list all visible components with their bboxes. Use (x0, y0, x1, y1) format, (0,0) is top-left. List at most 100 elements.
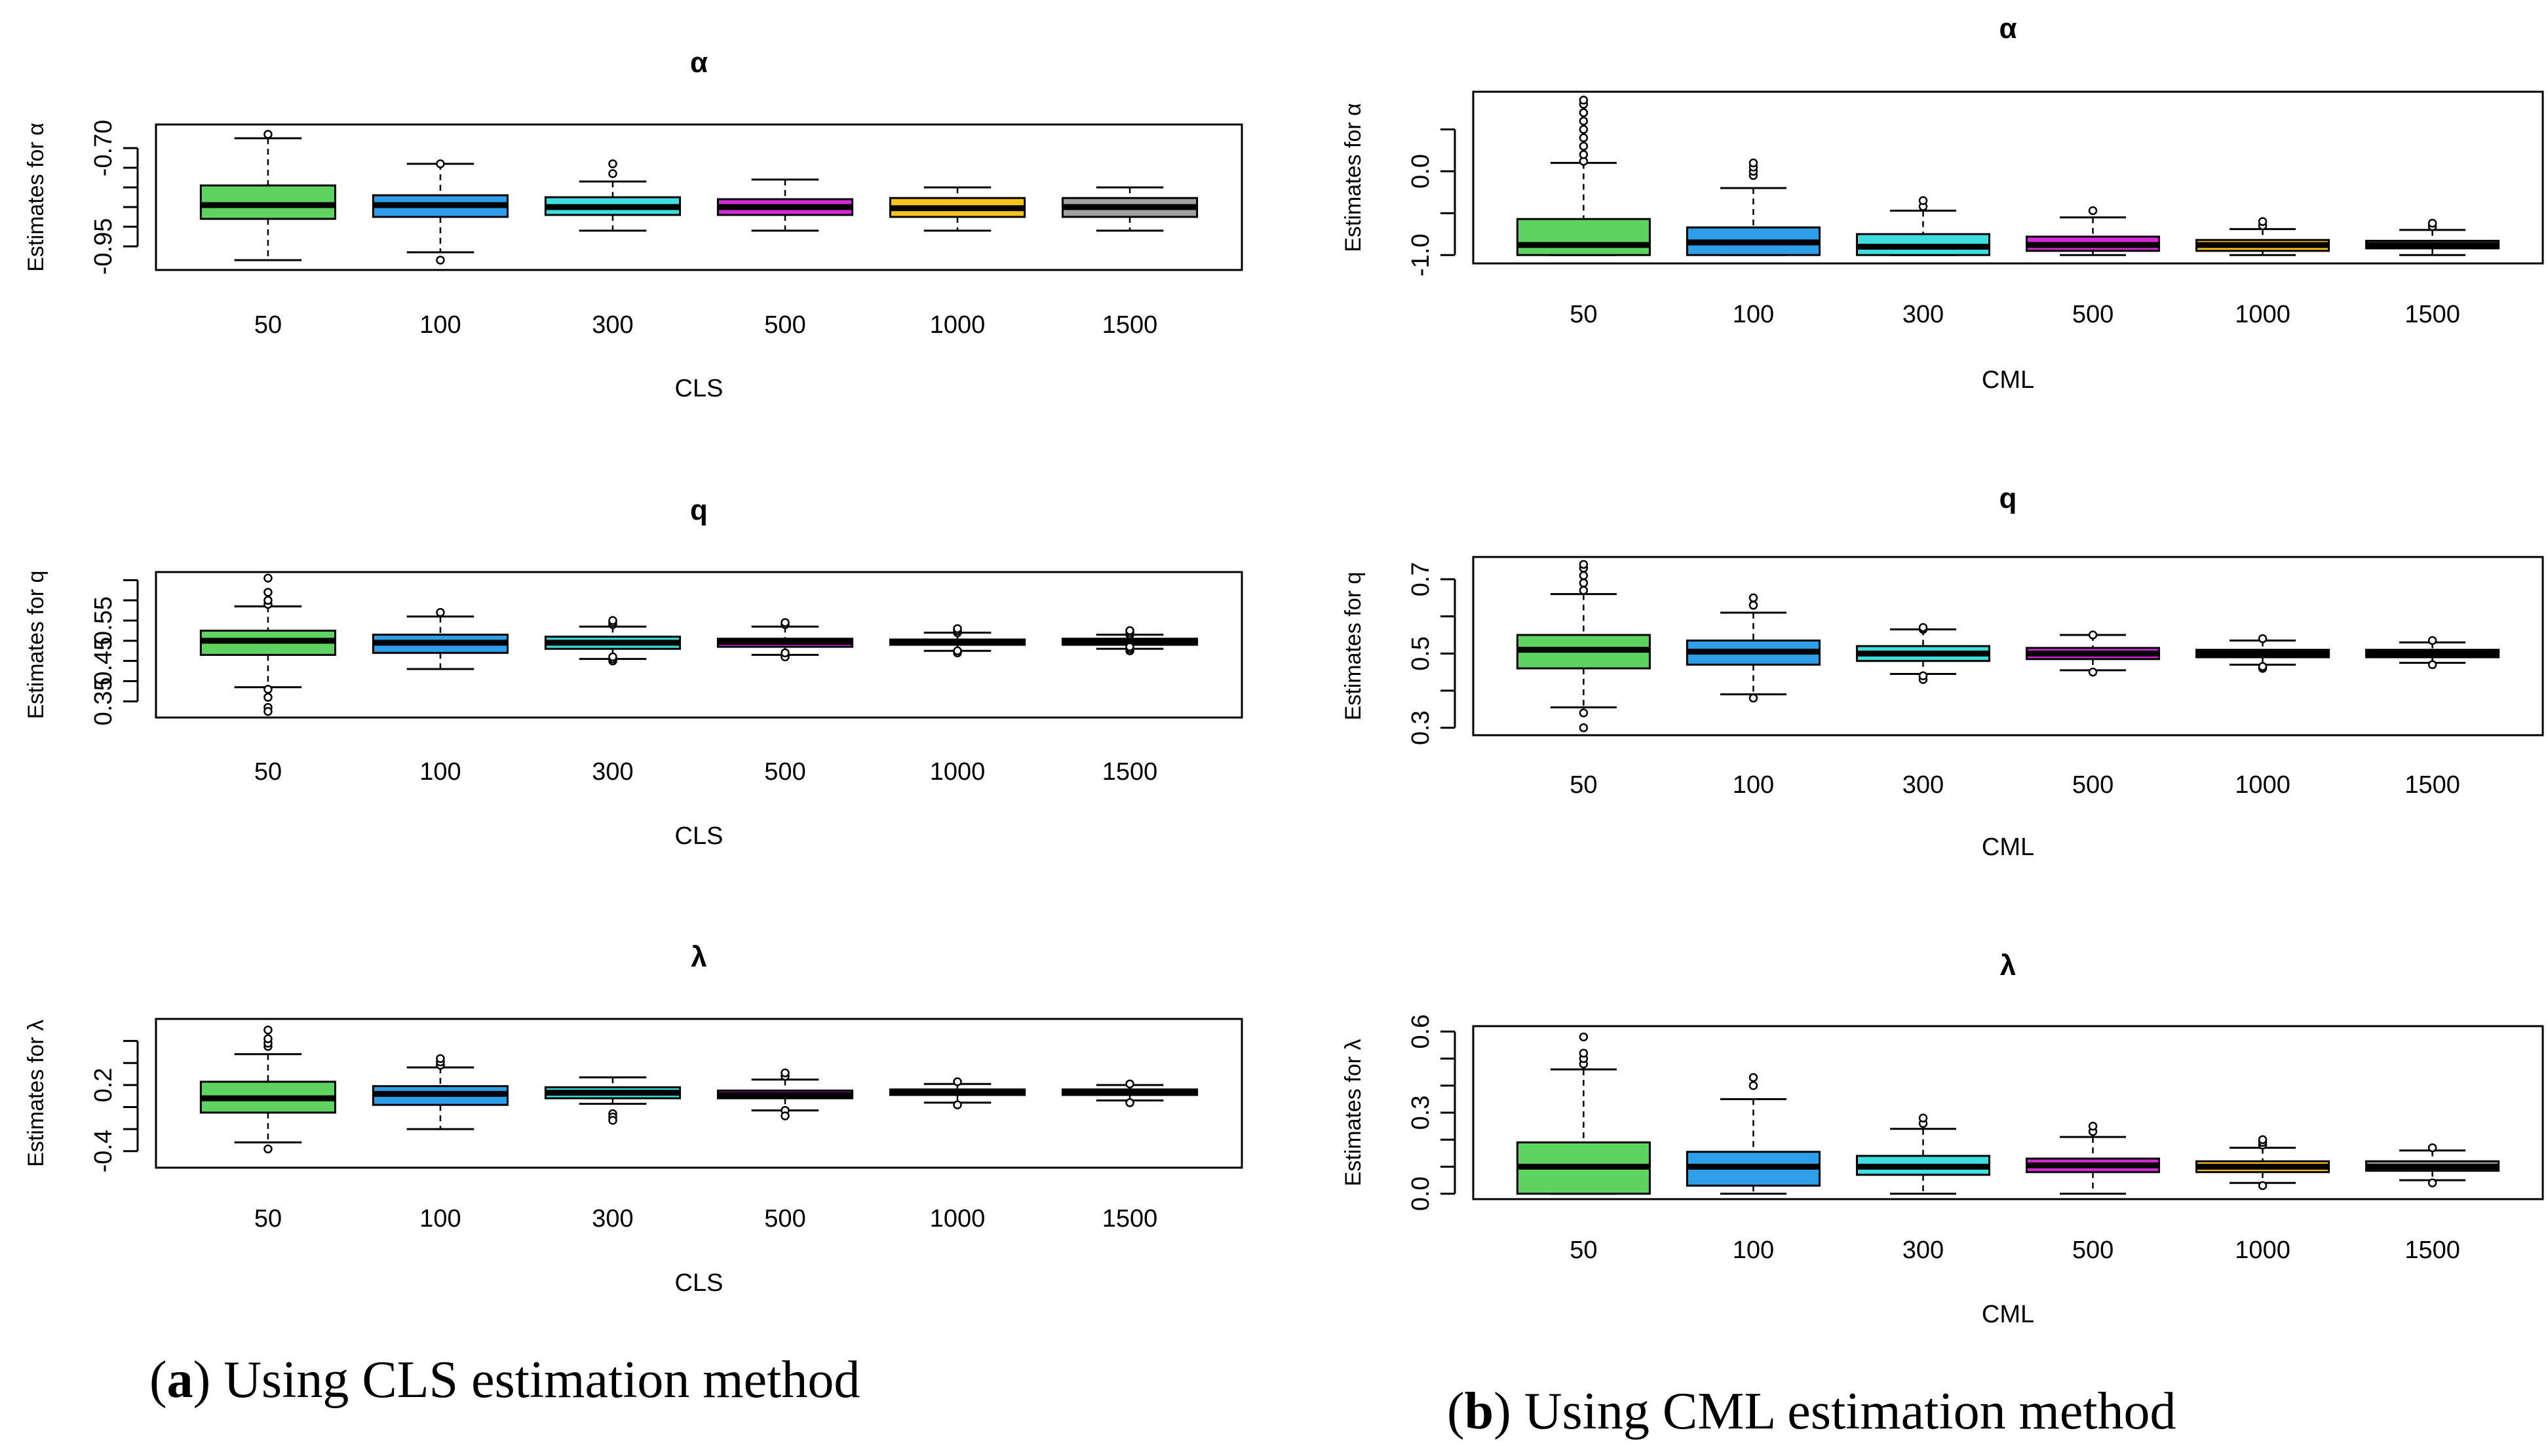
outlier-point (781, 1068, 790, 1078)
outlier-point (436, 159, 445, 168)
outlier-point (1579, 96, 1589, 105)
outlier-point (1579, 708, 1589, 718)
y-tick-label: 0.0 (1407, 1176, 1435, 1211)
box-500 (716, 618, 854, 662)
box-300 (1855, 196, 1991, 256)
plot-frame (1472, 556, 2544, 737)
x-tick-label: 1000 (2235, 771, 2290, 799)
outlier-point (781, 618, 790, 627)
outlier-point (263, 693, 273, 702)
outlier-point (2258, 1181, 2268, 1191)
outlier-point (953, 1077, 962, 1086)
chart-panel: λ 0.0 0.3 0.6 Estimates for λ 50 100 300 500 1000… (1341, 949, 2544, 1328)
x-tick-label: 500 (2072, 1236, 2114, 1264)
box-100 (372, 607, 509, 670)
box-500 (2025, 206, 2161, 256)
box-1500 (2365, 218, 2500, 256)
outlier-point (608, 616, 617, 625)
box-100 (372, 159, 509, 265)
box-100 (1686, 158, 1821, 256)
outlier-point (608, 159, 617, 168)
outlier-point (1579, 586, 1589, 595)
x-tick-label: 300 (592, 758, 633, 786)
outlier-point (263, 588, 273, 597)
y-tick-label: -0.95 (90, 218, 117, 275)
box-iqr (1516, 218, 1651, 256)
outlier-point (2258, 1135, 2268, 1144)
box-50 (199, 130, 337, 261)
outlier-point (263, 596, 273, 605)
outlier-point (1579, 133, 1589, 143)
caption-b-letter: b (1465, 1383, 1494, 1440)
outlier-point (2427, 660, 2437, 670)
outlier-point (1579, 1032, 1589, 1042)
chart-title: λ (691, 941, 706, 973)
chart-panel: q 0.3 0.5 0.7 Estimates for q 50 100 300 500 1000… (1341, 482, 2544, 861)
outlier-point (2258, 217, 2268, 226)
x-tick-label: 50 (254, 758, 282, 786)
outlier-point (2258, 634, 2268, 643)
outlier-point (1579, 116, 1589, 126)
outlier-point (1579, 578, 1589, 588)
box-1500 (1061, 1079, 1199, 1107)
box-500 (2025, 1121, 2161, 1195)
caption-a-text: Using CLS estimation method (210, 1351, 860, 1409)
outlier-point (263, 707, 273, 716)
box-1500 (1061, 626, 1199, 655)
chart-title: α (1999, 12, 2017, 45)
x-tick-label: 50 (254, 311, 282, 339)
caption-b-text: Using CML estimation method (1511, 1383, 2176, 1440)
y-tick-label: 0.3 (1407, 710, 1435, 745)
x-tick-label: 1500 (1102, 1205, 1158, 1233)
x-tick-label: 1000 (930, 758, 986, 786)
outlier-point (263, 1144, 273, 1154)
outlier-point (263, 1034, 273, 1044)
y-tick-label: -0.4 (90, 1130, 117, 1172)
outlier-point (608, 652, 617, 662)
outlier-point (1918, 623, 1928, 632)
box-500 (2025, 630, 2161, 677)
x-tick-label: 1500 (2404, 301, 2460, 328)
x-tick-label: 100 (1733, 301, 1774, 328)
outlier-point (1579, 142, 1589, 151)
box-50 (199, 573, 337, 716)
x-tick-label: 50 (1570, 771, 1597, 799)
box-100 (1686, 1073, 1821, 1195)
box-1500 (2365, 636, 2500, 670)
chart-title: α (690, 47, 708, 79)
outlier-point (1748, 693, 1758, 703)
y-axis-label: Estimates for λ (1341, 1039, 1366, 1187)
box-50 (1516, 1032, 1651, 1195)
y-axis-label: Estimates for λ (24, 1020, 48, 1167)
x-tick-label: 1000 (930, 311, 986, 339)
x-tick-label: 1000 (930, 1205, 986, 1233)
y-tick-label: -1.0 (1407, 233, 1435, 276)
outlier-point (2258, 662, 2268, 671)
x-tick-label: 1500 (1102, 758, 1158, 786)
x-tick-label: 300 (592, 1205, 633, 1233)
outlier-point (1748, 1081, 1758, 1090)
box-100 (372, 1054, 509, 1130)
caption-a-letter: a (167, 1351, 193, 1409)
outlier-point (2088, 1121, 2098, 1131)
x-tick-label: 300 (592, 311, 633, 339)
chart-panel: α -1.0 0.0 Estimates for α 50 100 300 500 1000 15… (1341, 12, 2544, 394)
x-axis-label: CML (1982, 366, 2034, 394)
x-tick-label: 1000 (2235, 1236, 2290, 1264)
outlier-point (1579, 1048, 1589, 1058)
plot-frame (1472, 1025, 2544, 1200)
outlier-point (2088, 206, 2098, 216)
outlier-point (781, 1111, 790, 1121)
outlier-point (1748, 593, 1758, 603)
y-tick-label: 0.45 (90, 637, 117, 685)
x-tick-label: 100 (1733, 1236, 1774, 1264)
plot-frame (155, 123, 1243, 271)
outlier-point (263, 130, 273, 139)
x-tick-label: 500 (2072, 771, 2114, 799)
box-50 (1516, 96, 1651, 256)
box-50 (199, 1025, 337, 1154)
outlier-point (1579, 125, 1589, 134)
x-tick-label: 100 (419, 311, 461, 339)
outlier-point (1125, 626, 1134, 636)
outlier-point (263, 1025, 273, 1035)
